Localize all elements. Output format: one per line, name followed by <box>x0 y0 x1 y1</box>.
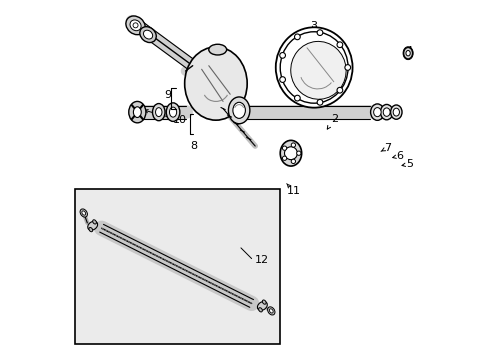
Ellipse shape <box>269 309 273 313</box>
Ellipse shape <box>275 27 352 108</box>
Ellipse shape <box>380 104 392 120</box>
Ellipse shape <box>390 105 401 119</box>
Ellipse shape <box>143 30 152 39</box>
Ellipse shape <box>87 221 98 230</box>
Ellipse shape <box>184 47 246 120</box>
Circle shape <box>133 23 138 28</box>
Ellipse shape <box>257 302 267 310</box>
Ellipse shape <box>152 104 164 121</box>
Ellipse shape <box>89 228 93 232</box>
Text: 12: 12 <box>255 255 269 265</box>
Text: 7: 7 <box>380 143 390 153</box>
Ellipse shape <box>155 108 162 117</box>
Ellipse shape <box>405 50 409 56</box>
Ellipse shape <box>81 211 85 215</box>
Ellipse shape <box>228 97 249 124</box>
Text: 9: 9 <box>163 90 170 100</box>
Ellipse shape <box>392 108 399 116</box>
Circle shape <box>279 53 285 58</box>
Ellipse shape <box>262 300 265 304</box>
Ellipse shape <box>258 308 262 312</box>
Circle shape <box>317 99 322 105</box>
Circle shape <box>336 87 342 93</box>
Circle shape <box>294 95 300 101</box>
Ellipse shape <box>128 102 145 123</box>
Text: 11: 11 <box>286 184 300 197</box>
Ellipse shape <box>93 220 96 224</box>
Text: 5: 5 <box>401 159 412 169</box>
Text: 4: 4 <box>405 46 411 57</box>
Ellipse shape <box>140 27 156 42</box>
Ellipse shape <box>208 44 226 55</box>
Ellipse shape <box>267 307 274 315</box>
Text: 2: 2 <box>326 113 337 129</box>
Ellipse shape <box>290 41 346 99</box>
Circle shape <box>344 64 350 70</box>
Text: 10: 10 <box>144 109 186 125</box>
Ellipse shape <box>166 103 180 121</box>
Ellipse shape <box>232 102 245 118</box>
Ellipse shape <box>125 16 145 35</box>
Ellipse shape <box>280 140 301 166</box>
Ellipse shape <box>280 32 347 103</box>
Circle shape <box>317 30 322 36</box>
Circle shape <box>294 34 300 40</box>
Circle shape <box>282 146 286 150</box>
Text: 1: 1 <box>218 54 225 70</box>
Ellipse shape <box>373 108 380 117</box>
Circle shape <box>291 143 295 147</box>
Ellipse shape <box>169 107 176 117</box>
Text: 6: 6 <box>392 151 403 161</box>
Circle shape <box>336 42 342 48</box>
Ellipse shape <box>370 104 384 120</box>
Ellipse shape <box>130 20 141 31</box>
Ellipse shape <box>383 108 389 116</box>
Circle shape <box>291 159 295 163</box>
Bar <box>75 189 280 344</box>
Circle shape <box>284 147 297 159</box>
Circle shape <box>282 156 286 161</box>
Ellipse shape <box>403 48 412 59</box>
Text: 3: 3 <box>310 21 317 31</box>
Ellipse shape <box>80 209 87 217</box>
Ellipse shape <box>133 107 141 117</box>
Text: 8: 8 <box>189 141 197 152</box>
Circle shape <box>279 77 285 82</box>
Circle shape <box>296 151 300 156</box>
